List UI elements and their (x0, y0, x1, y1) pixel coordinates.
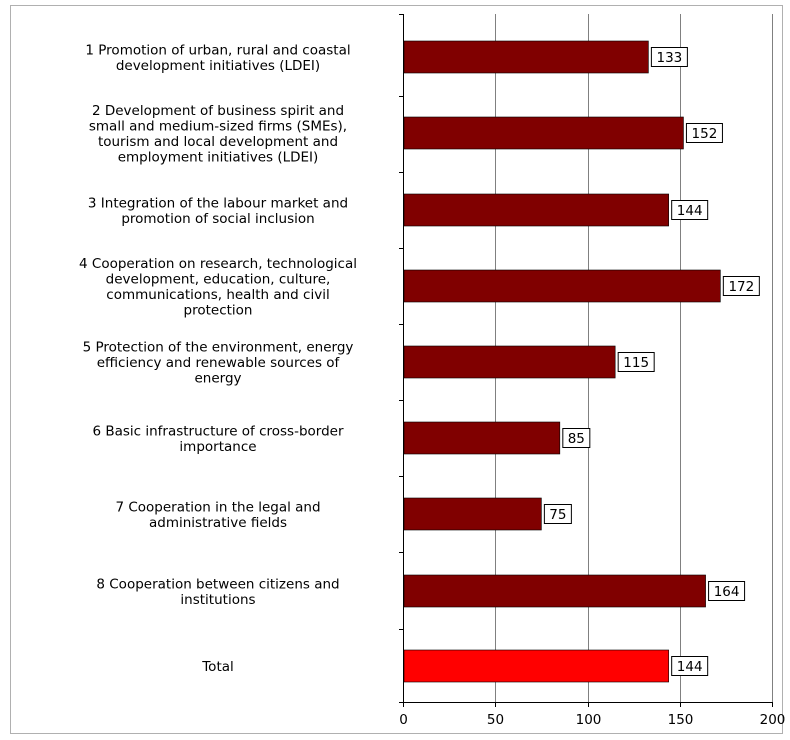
data-label: 133 (656, 50, 682, 66)
bar-category-1 (403, 40, 649, 74)
category-label-line: administrative fields (149, 515, 287, 531)
category-label-line: 3 Integration of the labour market and (88, 195, 348, 211)
bar-total (403, 649, 669, 683)
data-label-box (708, 581, 746, 601)
category-labels: 1 Promotion of urban, rural and coastal d… (79, 42, 357, 675)
category-label-line: promotion of social inclusion (121, 211, 314, 227)
category-label-4: 4 Cooperation on research, technological… (79, 256, 357, 319)
category-label-line: protection (184, 302, 253, 318)
category-label-line: communications, health and civil (106, 287, 329, 303)
category-label-line: development initiatives (LDEI) (116, 58, 320, 74)
bar-category-2 (403, 116, 684, 150)
data-label: 144 (677, 659, 703, 675)
category-label-5: 5 Protection of the environment, energy e… (83, 340, 354, 387)
bar-category-4 (403, 269, 721, 303)
data-label-box (617, 352, 655, 372)
data-label: 75 (549, 507, 566, 523)
data-label: 115 (623, 355, 649, 371)
data-label-box (562, 428, 591, 448)
data-label-box (685, 123, 723, 143)
axes (399, 14, 773, 707)
category-label-line: tourism and local development and (98, 134, 338, 150)
bar-category-5 (403, 345, 616, 379)
data-label: 144 (677, 203, 703, 219)
data-label: 85 (568, 431, 585, 447)
bar-category-8 (403, 574, 706, 608)
data-label: 164 (714, 584, 740, 600)
x-tick-label: 200 (760, 712, 786, 728)
category-label-line: 1 Promotion of urban, rural and coastal (85, 42, 350, 58)
category-label-line: 8 Cooperation between citizens and (96, 576, 339, 592)
category-label-line: 5 Protection of the environment, energy (83, 340, 354, 356)
bar-category-3 (403, 193, 669, 227)
category-label-line: employment initiatives (LDEI) (118, 149, 319, 165)
data-label-box (671, 656, 709, 676)
category-label-7: 7 Cooperation in the legal and administra… (115, 499, 320, 531)
x-tick-label: 0 (399, 712, 408, 728)
bar-category-7 (403, 497, 542, 531)
bars (403, 40, 721, 683)
category-label-1: 1 Promotion of urban, rural and coastal d… (85, 42, 350, 74)
category-label-8: 8 Cooperation between citizens and instit… (96, 576, 339, 608)
category-label-total: Total (201, 659, 234, 675)
category-label-line: Total (201, 659, 234, 675)
x-tick-label: 100 (576, 712, 602, 728)
category-label-line: institutions (180, 592, 255, 608)
data-labels: 133 152 144 172 115 85 75 164 144 (543, 47, 760, 676)
data-label: 152 (692, 126, 718, 142)
category-label-6: 6 Basic infrastructure of cross-border im… (92, 423, 344, 455)
x-tick-label: 50 (487, 712, 504, 728)
data-label-box (543, 504, 572, 524)
category-label-line: importance (179, 439, 256, 455)
category-label-2: 2 Development of business spirit and smal… (89, 103, 347, 166)
bar-category-6 (403, 421, 561, 455)
category-label-line: 6 Basic infrastructure of cross-border (92, 423, 344, 439)
category-label-3: 3 Integration of the labour market and pr… (88, 195, 348, 227)
category-label-line: 4 Cooperation on research, technological (79, 256, 357, 272)
data-label: 172 (728, 279, 754, 295)
x-tick-labels: 0 50 100 150 200 (399, 712, 785, 728)
data-label-box (650, 47, 688, 67)
category-label-line: 7 Cooperation in the legal and (115, 499, 320, 515)
category-label-line: energy (194, 371, 241, 387)
data-label-box (722, 276, 760, 296)
x-tick-label: 150 (668, 712, 694, 728)
category-label-line: 2 Development of business spirit and (92, 103, 344, 119)
data-label-box (671, 200, 709, 220)
category-label-line: efficiency and renewable sources of (97, 355, 341, 371)
category-label-line: development, education, culture, (106, 271, 331, 287)
category-label-line: small and medium-sized firms (SMEs), (89, 118, 347, 134)
